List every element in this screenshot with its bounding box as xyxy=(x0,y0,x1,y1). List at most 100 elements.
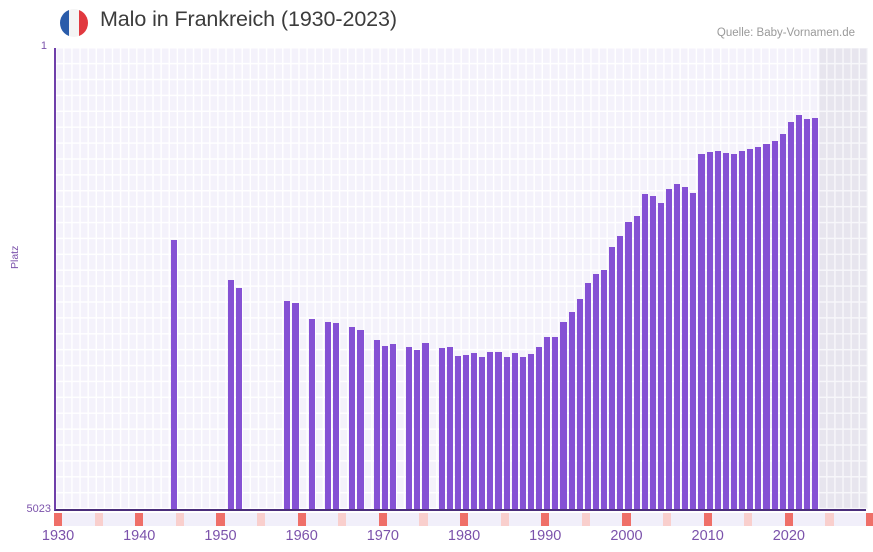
page-title: Malo in Frankreich (1930-2023) xyxy=(100,7,397,31)
x-axis-tick-label: 1990 xyxy=(529,528,562,544)
bar xyxy=(714,151,721,509)
bar xyxy=(170,239,177,509)
bar xyxy=(682,186,689,509)
y-axis-tick-top: 1 xyxy=(40,40,47,52)
bar xyxy=(787,122,794,509)
x-axis-tick-strip xyxy=(54,513,873,526)
bar xyxy=(747,148,754,509)
flag-france-icon xyxy=(60,9,88,37)
bar xyxy=(357,329,364,509)
bar xyxy=(227,279,234,509)
bar xyxy=(609,247,616,509)
bar xyxy=(519,357,526,509)
x-tick-marker-major xyxy=(784,513,793,526)
bar xyxy=(406,346,413,509)
x-tick-marker-minor xyxy=(175,513,184,526)
bar xyxy=(503,357,510,509)
bar xyxy=(641,193,648,509)
bar xyxy=(633,215,640,509)
x-axis-tick-label: 1950 xyxy=(204,528,237,544)
bar xyxy=(625,222,632,509)
bar xyxy=(454,355,461,509)
bar xyxy=(527,353,535,509)
bar xyxy=(617,235,624,509)
x-tick-marker-major xyxy=(135,513,144,526)
x-axis-tick-label: 2000 xyxy=(610,528,643,544)
x-axis-tick-label: 2010 xyxy=(691,528,724,544)
bar xyxy=(804,118,811,509)
x-axis-tick-label: 1970 xyxy=(366,528,399,544)
x-tick-marker-major xyxy=(378,513,387,526)
bar xyxy=(795,114,803,509)
bar xyxy=(414,350,421,509)
x-tick-marker-minor xyxy=(257,513,266,526)
bar xyxy=(324,321,332,509)
x-tick-marker-minor xyxy=(663,513,672,526)
source-attribution: Quelle: Baby-Vornamen.de xyxy=(716,27,855,39)
x-tick-marker-major xyxy=(297,513,306,526)
bar xyxy=(235,287,242,509)
bar xyxy=(471,352,478,509)
bar xyxy=(730,153,738,509)
x-axis-tick-label: 1940 xyxy=(123,528,156,544)
x-tick-marker-minor xyxy=(338,513,347,526)
x-tick-marker-major xyxy=(54,513,63,526)
bar xyxy=(479,357,486,509)
bar xyxy=(690,193,697,509)
bar xyxy=(333,323,340,509)
bar xyxy=(576,298,583,509)
bar xyxy=(649,196,656,509)
x-tick-marker-major xyxy=(216,513,225,526)
no-data-region xyxy=(819,48,868,509)
bar xyxy=(666,189,673,509)
chart-header: Malo in Frankreich (1930-2023) Quelle: B… xyxy=(0,0,873,46)
bar xyxy=(349,326,356,509)
x-tick-marker-minor xyxy=(500,513,509,526)
bar xyxy=(568,311,575,509)
bar xyxy=(284,301,291,509)
x-axis-tick-label: 2020 xyxy=(772,528,805,544)
x-axis-tick-label: 1930 xyxy=(41,528,75,544)
bar xyxy=(438,348,445,509)
bar xyxy=(657,202,664,509)
bar xyxy=(584,283,591,509)
bar xyxy=(552,337,559,509)
bar xyxy=(739,151,746,509)
x-tick-marker-minor xyxy=(419,513,428,526)
bar xyxy=(446,346,453,509)
x-tick-marker-major xyxy=(460,513,469,526)
x-tick-marker-major xyxy=(622,513,631,526)
bar xyxy=(495,352,502,509)
x-axis-tick-label: 1960 xyxy=(285,528,318,544)
bar xyxy=(560,322,567,509)
bar xyxy=(463,355,470,509)
x-tick-marker-minor xyxy=(94,513,103,526)
x-axis-tick-label: 1980 xyxy=(447,528,481,544)
bar xyxy=(544,336,551,509)
bar xyxy=(308,318,315,509)
bar xyxy=(373,340,380,509)
bar xyxy=(487,352,494,509)
x-tick-marker-major xyxy=(703,513,712,526)
bar xyxy=(674,184,681,509)
plot-area xyxy=(54,48,868,511)
bar xyxy=(536,347,543,509)
bar xyxy=(601,269,608,509)
y-axis-title: Platz xyxy=(9,245,21,269)
bar xyxy=(389,343,397,509)
bar xyxy=(698,154,705,509)
x-tick-marker-major xyxy=(866,513,873,526)
x-tick-marker-minor xyxy=(744,513,753,526)
bar xyxy=(422,343,429,509)
x-tick-marker-major xyxy=(541,513,550,526)
x-tick-marker-minor xyxy=(581,513,590,526)
bar xyxy=(292,303,299,509)
bar-series xyxy=(56,48,866,509)
bar xyxy=(706,152,713,509)
bar xyxy=(763,143,770,509)
bar xyxy=(592,274,600,509)
x-axis-tick-labels: 1930 1940 1950 1960 1970 1980 1990 2000 2010 2020 xyxy=(42,528,866,552)
bar xyxy=(771,141,778,509)
bar xyxy=(812,118,819,509)
